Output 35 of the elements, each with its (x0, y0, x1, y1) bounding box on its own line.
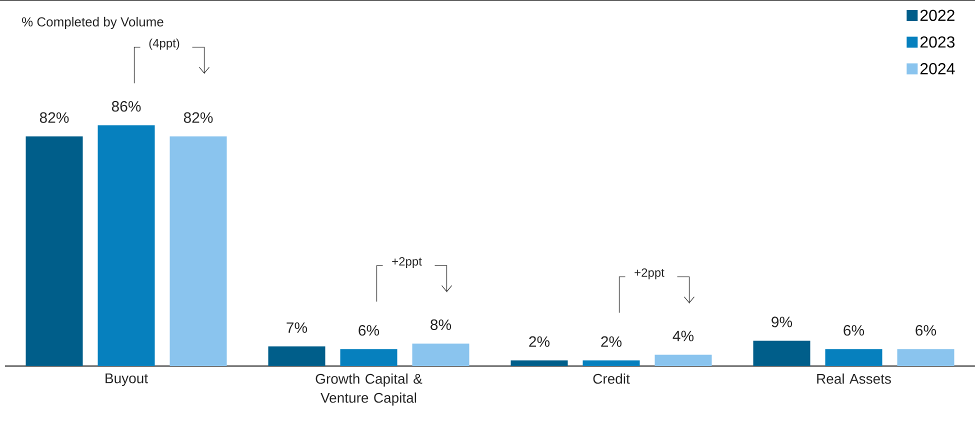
x-tick-label: Real Assets (817, 374, 891, 384)
bar (412, 344, 470, 366)
bar (340, 349, 398, 366)
text: (4ppt) (149, 38, 180, 50)
bar (170, 136, 227, 366)
data-label: 2% (601, 336, 622, 347)
bar (654, 354, 712, 366)
data-label: 2% (529, 336, 550, 347)
bar (582, 360, 640, 366)
data-label: 4% (672, 330, 694, 342)
x-tick-label: Buyout (106, 374, 148, 386)
legend-label: 2022 (920, 10, 954, 22)
annotation: +2ppt (634, 268, 664, 280)
bar (268, 346, 326, 366)
bar (26, 136, 83, 366)
data-label: 6% (844, 325, 864, 336)
bar (897, 349, 954, 366)
annotation: +2ppt (392, 257, 422, 268)
data-label: 9% (772, 316, 792, 328)
data-label: 6% (358, 325, 380, 336)
chart-title: % Completed by Volume (22, 16, 164, 30)
legend-label: 2023 (920, 36, 955, 48)
data-label: 7% (286, 322, 308, 333)
x-tick-label: Growth Capital & Venture Capital (316, 374, 422, 406)
bar (753, 340, 810, 366)
bar (98, 125, 155, 366)
data-label: 82% (40, 112, 69, 123)
data-label: 82% (184, 112, 213, 123)
data-label: 6% (916, 325, 936, 336)
bar (825, 349, 882, 366)
bar (510, 360, 568, 366)
data-label: 8% (430, 319, 452, 330)
data-label: 86% (112, 101, 141, 112)
x-tick-label: Credit (593, 374, 630, 384)
legend-label: 2024 (920, 63, 955, 74)
